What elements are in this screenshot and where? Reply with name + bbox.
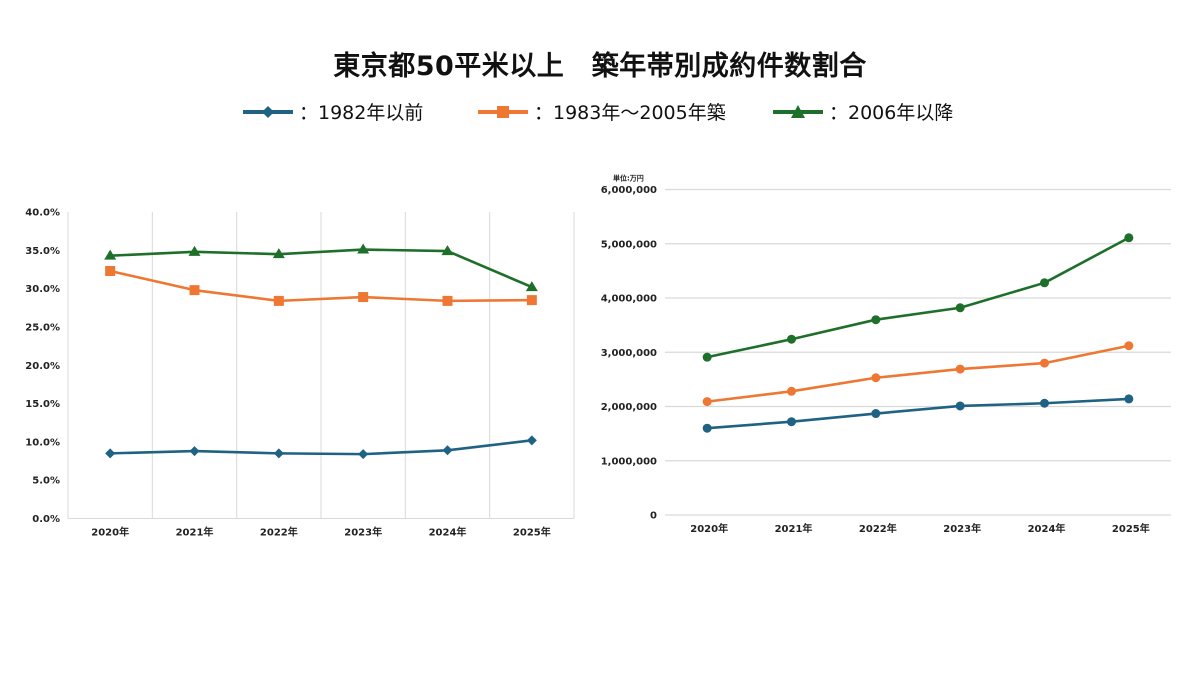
diamond-marker [442,445,453,456]
triangle-marker [525,281,538,292]
y-tick-label: 10.0% [25,437,60,448]
x-tick-label: 2025年 [1112,522,1150,535]
circle-marker [955,364,965,374]
y-tick-label: 6,000,000 [601,185,657,196]
y-tick-label: 35.0% [25,246,60,257]
square-marker [273,295,284,306]
y-tick-label: 25.0% [25,322,60,333]
diamond-marker [273,448,284,459]
legend-item-post-2006: ：2006年以降 [773,98,953,125]
square-marker [442,295,453,306]
circle-marker [1124,394,1134,404]
y-tick-label: 4,000,000 [601,294,657,305]
triangle-marker [357,243,370,254]
series-line [110,439,532,456]
series-1 [702,341,1134,407]
x-tick-label: 2023年 [344,526,382,539]
series-line [707,397,1129,430]
y-tick-label: 1,000,000 [601,456,657,467]
circle-marker [1124,341,1134,351]
circle-marker [1040,278,1049,288]
legend-item-1983-2005: ：1983年〜2005年築 [478,98,726,125]
y-tick-label: 0.0% [32,514,60,525]
diamond-marker [358,449,369,460]
x-tick-label: 2022年 [859,522,897,535]
series-2 [702,233,1134,362]
circle-marker [955,303,965,313]
x-tick-label: 2023年 [943,522,981,535]
x-tick-label: 2020年 [690,522,728,535]
circle-marker [1040,398,1049,408]
x-tick-label: 2024年 [429,526,467,539]
x-tick-label: 2025年 [513,526,551,539]
square-marker [189,285,200,296]
triangle-marker [272,248,285,259]
triangle-marker [104,249,117,260]
triangle-marker-icon [773,104,823,118]
square-marker [358,292,369,303]
y-tick-label: 2,000,000 [601,402,657,413]
series-line [706,236,1130,359]
diamond-marker [526,435,537,446]
series-2 [104,243,538,292]
x-tick-label: 2020年 [91,526,129,539]
legend-label: ：1983年〜2005年築 [534,102,726,124]
y-tick-label: 0 [650,511,657,522]
series-line [109,269,532,303]
y-tick-label: 40.0% [25,208,60,219]
chart-title: 東京都50平米以上 築年帯別成約件数割合 [333,51,867,82]
square-marker [526,295,537,306]
circle-marker [702,397,712,407]
legend-label: ：2006年以降 [829,102,954,124]
x-tick-label: 2021年 [176,526,214,539]
x-tick-label: 2021年 [775,522,813,535]
x-tick-label: 2022年 [260,526,298,539]
triangle-marker [188,245,201,256]
circle-marker [1124,233,1134,243]
square-marker-icon [478,105,528,118]
circle-marker [955,401,965,411]
y-tick-label: 20.0% [25,361,60,372]
diamond-marker [105,448,116,459]
series-0 [702,394,1134,433]
circle-marker [702,423,712,433]
series-0 [105,435,537,460]
circle-marker [871,373,881,383]
circle-marker [1040,358,1049,368]
unit-label: 単位:万円 [613,174,644,183]
circle-marker [787,334,796,344]
series-line [110,248,533,289]
diamond-marker-icon [243,105,293,118]
y-tick-label: 5,000,000 [601,239,657,250]
triangle-marker [441,245,454,256]
diamond-marker [189,446,200,457]
circle-marker [702,352,712,362]
series-line [707,344,1130,403]
circle-marker [871,409,881,419]
legend-item-pre-1982: ：1982年以前 [243,98,423,125]
circle-marker [787,417,796,427]
circle-marker [871,315,881,325]
series-1 [105,266,537,306]
y-tick-label: 15.0% [25,399,60,410]
y-tick-label: 3,000,000 [601,348,657,359]
y-tick-label: 5.0% [32,476,60,487]
x-tick-label: 2024年 [1028,522,1066,535]
legend-label: ：1982年以前 [299,102,424,124]
circle-marker [787,386,796,396]
y-tick-label: 30.0% [25,284,60,295]
square-marker [105,266,116,277]
